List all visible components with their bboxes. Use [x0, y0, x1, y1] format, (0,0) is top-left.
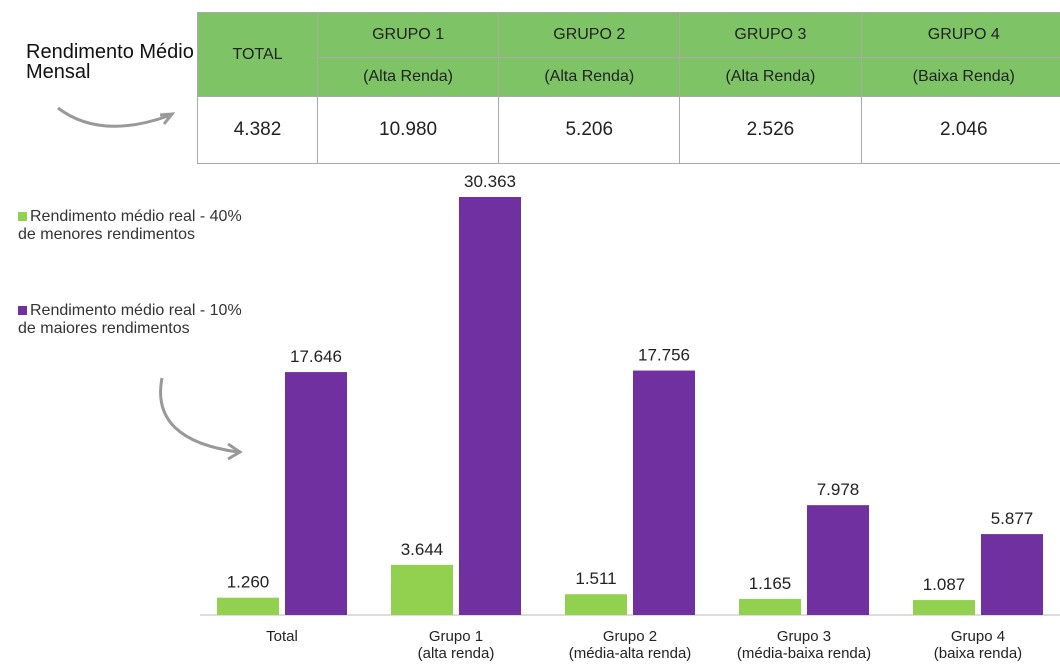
x-tick-label: Total — [266, 628, 298, 645]
data-label: 17.646 — [290, 347, 342, 366]
data-label: 17.756 — [638, 346, 690, 365]
table: TOTAL GRUPO 1 GRUPO 2 GRUPO 3 GRUPO 4 (Alta … — [197, 12, 1060, 164]
x-tick-label: Grupo 2 (média-alta renda) — [568, 628, 692, 662]
arrow-head — [159, 112, 176, 125]
data-cell: 10.980 — [316, 96, 500, 164]
legend-swatch — [18, 212, 27, 221]
data-cell: 2.526 — [679, 96, 862, 164]
bar — [981, 534, 1043, 615]
bar — [913, 600, 975, 615]
legend-swatch — [18, 306, 27, 315]
subheader-cell: (Alta Renda) — [316, 57, 500, 97]
data-label: 1.260 — [227, 573, 270, 592]
arrow-head — [227, 442, 243, 461]
data-label: 1.511 — [575, 569, 616, 588]
data-cell: 4.382 — [197, 96, 318, 164]
header-cell: GRUPO 3 — [679, 12, 862, 58]
bar — [391, 564, 453, 615]
bar — [565, 594, 627, 615]
legend-item: Rendimento médio real - 40% de menores r… — [18, 208, 263, 244]
bar — [459, 197, 521, 615]
header-cell: GRUPO 4 — [860, 12, 1060, 58]
subheader-cell: (Alta Renda) — [679, 57, 862, 97]
subheader-cell: (Alta Renda) — [498, 57, 681, 97]
data-cell: 5.206 — [498, 96, 681, 164]
x-tick-label: Grupo 1 (alta renda) — [417, 628, 495, 662]
header-cell: GRUPO 2 — [498, 12, 681, 58]
data-label: 5.877 — [991, 509, 1034, 528]
legend-label: Rendimento médio real - 40% de menores r… — [18, 208, 242, 243]
bar — [739, 598, 801, 615]
header-cell: GRUPO 1 — [316, 12, 500, 58]
data-label: 3.644 — [401, 540, 444, 559]
annotation: Rendimento Médio Mensal — [26, 41, 194, 83]
legend-item: Rendimento médio real - 10% de maiores r… — [18, 302, 263, 338]
data-label: 7.978 — [817, 480, 860, 499]
bar — [285, 372, 347, 615]
header-row: TOTAL GRUPO 1 GRUPO 2 GRUPO 3 GRUPO 4 — [197, 12, 1060, 97]
data-label: 1.087 — [923, 575, 966, 594]
bar — [217, 597, 279, 615]
bar — [633, 370, 695, 615]
subheader-cell: (Baixa Renda) — [860, 57, 1060, 97]
header-cell: TOTAL — [197, 12, 318, 97]
x-tick-label: Grupo 4 (baixa renda) — [933, 628, 1023, 662]
data-label: 30.363 — [464, 172, 516, 191]
data-label: 1.165 — [749, 574, 792, 593]
data-cell: 2.046 — [860, 96, 1060, 164]
data-row: 4.382 10.980 5.206 2.526 2.046 — [197, 96, 1060, 164]
x-tick-label: Grupo 3 (média-baixa renda) — [736, 628, 872, 662]
legend-label: Rendimento médio real - 10% de maiores r… — [18, 302, 242, 337]
arrow — [57, 106, 169, 128]
subheader-row: (Alta Renda) (Alta Renda) (Alta Renda) (Bai… — [198, 57, 1060, 97]
arrow — [159, 377, 239, 454]
bar — [807, 505, 869, 615]
